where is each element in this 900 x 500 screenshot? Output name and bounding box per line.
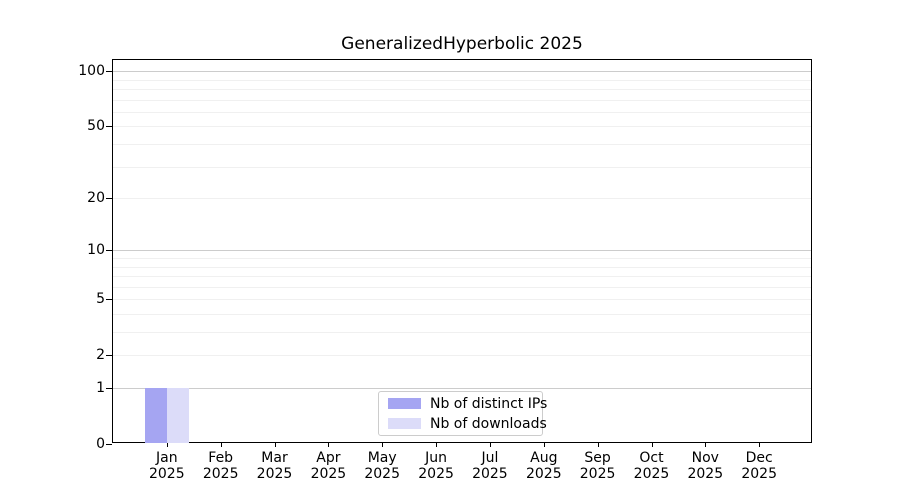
x-tick-label: Jun 2025: [418, 450, 454, 482]
major-gridline: [113, 250, 811, 252]
minor-gridline: [113, 89, 811, 90]
minor-gridline: [113, 276, 811, 277]
minor-gridline: [113, 258, 811, 259]
x-tick-label: Aug 2025: [525, 450, 562, 482]
y-tick: [106, 299, 112, 301]
y-tick: [106, 71, 112, 73]
y-tick: [106, 444, 112, 445]
legend-item-downloads: Nb of downloads: [388, 416, 547, 432]
x-tick-label: Jan 2025: [148, 450, 185, 482]
x-tick-label: Apr 2025: [310, 450, 347, 482]
bar-nb-of-downloads: [166, 388, 189, 443]
minor-gridline: [113, 126, 811, 128]
legend-label-distinct-ips: Nb of distinct IPs: [430, 395, 548, 412]
x-tick: [382, 443, 384, 447]
x-tick: [328, 443, 330, 447]
x-tick: [597, 443, 599, 447]
plot-area: 0 1 2 5 10 20 50 100 Jan 2025 Feb 2025 Mar 2025 Apr…: [78, 59, 812, 481]
bar-nb-of-distinct-ips: [145, 388, 167, 443]
y-tick-label: 20: [87, 190, 105, 207]
y-tick: [106, 355, 112, 357]
x-tick: [651, 443, 653, 447]
minor-gridline: [113, 144, 811, 145]
y-tick: [106, 250, 112, 252]
y-tick-label: 2: [96, 347, 105, 364]
y-tick-label: 5: [96, 291, 105, 308]
minor-gridline: [113, 79, 811, 81]
y-tick-label: 10: [87, 242, 105, 259]
minor-gridline: [113, 314, 811, 315]
major-gridline: [113, 71, 811, 73]
x-tick: [274, 443, 276, 447]
legend: Nb of distinct IPs Nb of downloads: [378, 391, 547, 436]
y-tick-label: 0: [96, 436, 105, 452]
minor-gridline: [113, 332, 811, 333]
x-tick-label: Dec 2025: [741, 450, 777, 482]
minor-gridline: [113, 166, 811, 168]
x-tick-label: Feb 2025: [202, 450, 239, 482]
major-gridline: [113, 388, 811, 389]
x-tick-label: Oct 2025: [633, 450, 670, 482]
minor-gridline: [113, 266, 811, 268]
minor-gridline: [113, 286, 811, 288]
minor-gridline: [113, 198, 811, 200]
y-tick: [106, 198, 112, 200]
x-tick: [489, 443, 491, 447]
y-tick-label: 100: [78, 63, 105, 80]
y-tick-label: 1: [96, 380, 105, 396]
x-tick-label: May 2025: [364, 450, 400, 482]
x-tick: [166, 443, 168, 447]
x-tick: [436, 443, 438, 447]
x-tick-label: Mar 2025: [256, 450, 293, 482]
legend-swatch-downloads: [388, 418, 421, 429]
legend-item-distinct-ips: Nb of distinct IPs: [388, 396, 547, 412]
minor-gridline: [113, 111, 811, 113]
x-tick-label: Jul 2025: [472, 450, 508, 482]
legend-label-downloads: Nb of downloads: [430, 415, 547, 432]
y-tick: [106, 126, 112, 128]
legend-swatch-distinct-ips: [388, 398, 421, 409]
x-tick: [705, 443, 707, 447]
minor-gridline: [113, 299, 811, 301]
chart-title: GeneralizedHyperbolic 2025: [341, 34, 583, 54]
y-tick-label: 50: [87, 118, 105, 135]
x-tick-label: Nov 2025: [687, 450, 724, 482]
x-tick: [759, 443, 761, 447]
minor-gridline: [113, 355, 811, 357]
minor-gridline: [113, 99, 811, 101]
x-tick: [543, 443, 545, 447]
x-tick: [220, 443, 222, 447]
x-tick-label: Sep 2025: [579, 450, 616, 482]
y-tick: [106, 388, 112, 389]
